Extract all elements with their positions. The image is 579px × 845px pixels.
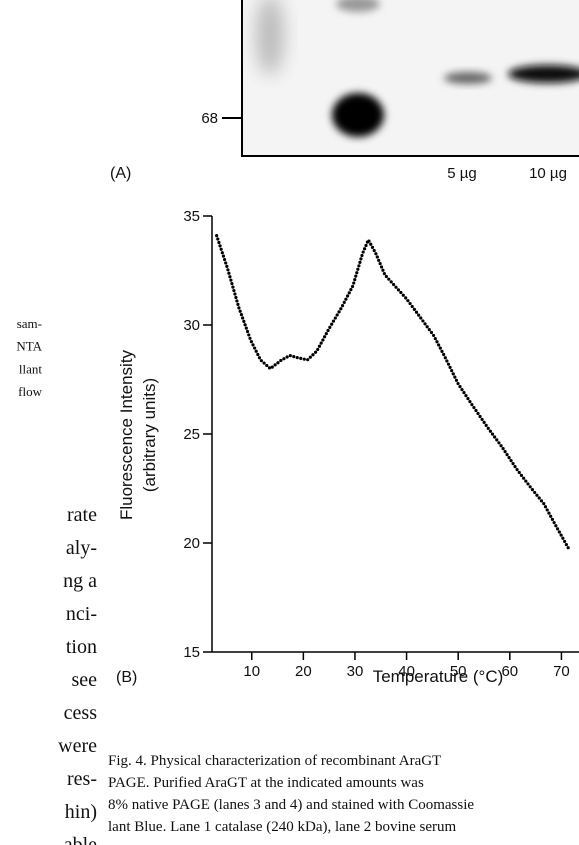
body-text: rate [67, 504, 97, 526]
x-tick-label: 50 [450, 663, 467, 680]
band [444, 72, 492, 84]
x-tick-label: 70 [553, 663, 570, 680]
caption-text: PAGE. Purified AraGT at the indicated am… [108, 775, 424, 791]
text: sam- NTA llant flow rate aly-ng a nci-tion see c… [16, 316, 474, 845]
body-text: tion [66, 636, 97, 658]
body-text: llant [19, 361, 42, 376]
panel-label: (A) [110, 165, 131, 182]
y-tick-label: 15 [183, 644, 200, 661]
y-tick-label: 35 [183, 208, 200, 225]
band [332, 93, 384, 137]
marker-label: 68 [201, 110, 218, 127]
body-text: cess [64, 702, 98, 724]
band [508, 65, 579, 83]
body-text: NTA [16, 339, 42, 354]
panel-label: (B) [116, 669, 137, 686]
y-tick-label: 20 [183, 535, 200, 552]
x-axis-label: Temperature (°C) [373, 667, 504, 686]
y-tick-label: 25 [183, 426, 200, 443]
caption-text: lant Blue. Lane 1 catalase (240 kDa), la… [108, 819, 457, 835]
y-axis-label: Fluorescence Intensity [117, 349, 136, 520]
x-tick-label: 60 [501, 663, 518, 680]
lane-label: 5 µg [447, 165, 477, 182]
caption-text: 8% native PAGE (lanes 3 and 4) and stain… [108, 797, 474, 813]
body-text: nci- [66, 603, 97, 625]
body-text: able [64, 834, 97, 845]
lane-label: 10 µg [529, 165, 567, 182]
body-text: res- [67, 768, 97, 790]
chart: 15 20 25 30 35 10 20 30 40 50 60 70 Temperature (°C)… [116, 208, 579, 686]
x-tick-label: 10 [243, 663, 260, 680]
body-text: hin) [65, 801, 97, 823]
body-text: see [71, 669, 97, 691]
body-text: sam- [17, 316, 42, 331]
band [336, 0, 380, 12]
gel: 68 (A) 5 µg 10 µg [110, 0, 579, 182]
body-text: were [58, 735, 97, 757]
body-text: flow [18, 384, 42, 399]
x-tick-label: 40 [398, 663, 415, 680]
data-line [215, 234, 571, 552]
caption-text: Fig. 4. Physical characterization of rec… [108, 753, 441, 769]
smear [256, 0, 284, 75]
y-tick-label: 30 [183, 317, 200, 334]
x-tick-label: 30 [347, 663, 364, 680]
x-tick-label: 20 [295, 663, 312, 680]
body-text: aly- [66, 537, 97, 559]
y-axis-label: (arbitrary units) [140, 378, 159, 492]
body-text: ng a [63, 570, 97, 592]
